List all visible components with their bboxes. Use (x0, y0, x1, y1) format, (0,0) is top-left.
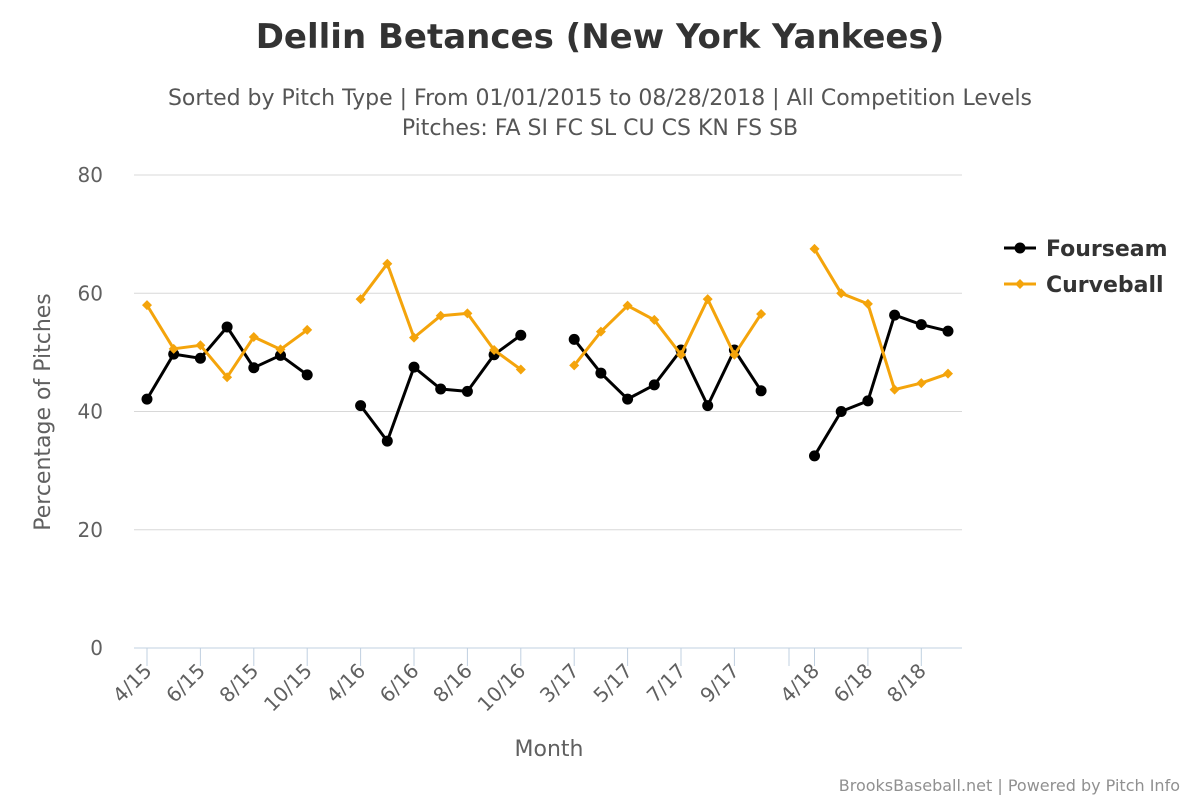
credits[interactable]: BrooksBaseball.net | Powered by Pitch In… (839, 776, 1180, 795)
data-point-fourseam[interactable] (435, 383, 447, 395)
data-point-fourseam[interactable] (355, 400, 367, 412)
data-point-curveball[interactable] (622, 300, 633, 311)
data-point-curveball[interactable] (409, 332, 419, 343)
data-point-fourseam[interactable] (168, 348, 180, 360)
series-layer (141, 243, 954, 462)
data-point-fourseam[interactable] (862, 395, 874, 407)
series-curveball (142, 243, 953, 395)
legend-fourseam-marker (1014, 242, 1026, 254)
x-tick-label: 7/17 (642, 659, 691, 708)
data-point-fourseam[interactable] (141, 393, 153, 405)
x-tick-label: 6/18 (829, 659, 878, 708)
data-point-curveball[interactable] (142, 300, 152, 311)
y-axis-title: Percentage of Pitches (31, 293, 56, 531)
x-tick-label: 8/16 (428, 659, 477, 708)
x-tick-label: 8/15 (215, 659, 264, 708)
data-point-fourseam[interactable] (568, 333, 580, 345)
legend-item-fourseam[interactable]: Fourseam (1004, 237, 1168, 262)
data-point-fourseam[interactable] (915, 319, 927, 331)
data-point-fourseam[interactable] (889, 309, 901, 321)
data-point-fourseam[interactable] (221, 321, 233, 333)
data-point-fourseam[interactable] (461, 385, 473, 397)
y-axis-ticks: 0 20 40 60 80 (78, 163, 103, 660)
data-point-curveball[interactable] (168, 343, 179, 354)
data-point-curveball[interactable] (195, 340, 206, 351)
data-point-curveball[interactable] (809, 243, 820, 254)
data-point-curveball[interactable] (515, 364, 526, 375)
data-point-curveball[interactable] (355, 294, 366, 305)
data-point-fourseam[interactable] (809, 450, 820, 462)
y-tick-label: 80 (78, 163, 103, 187)
data-point-curveball[interactable] (489, 345, 500, 356)
series-line-fourseam (573, 338, 763, 408)
x-tick-label: 4/18 (775, 659, 824, 708)
data-point-fourseam[interactable] (248, 362, 260, 374)
chart-title: Dellin Betances (New York Yankees) (256, 17, 945, 57)
data-point-curveball[interactable] (569, 360, 580, 371)
data-point-curveball[interactable] (836, 288, 847, 299)
data-point-curveball[interactable] (756, 308, 767, 319)
x-tick-label: 8/18 (882, 659, 931, 708)
x-tick-label: 5/17 (588, 659, 637, 708)
data-point-curveball[interactable] (702, 294, 713, 305)
data-point-curveball[interactable] (729, 349, 740, 360)
data-point-curveball[interactable] (649, 314, 660, 325)
series-line-curveball (813, 248, 949, 392)
series-fourseam (141, 309, 954, 462)
x-tick-label: 10/16 (473, 659, 531, 717)
gridlines (134, 174, 962, 649)
data-point-curveball[interactable] (862, 298, 873, 309)
series-line-curveball (145, 304, 309, 379)
legend-item-curveball[interactable]: Curveball (1004, 273, 1164, 298)
data-point-curveball[interactable] (382, 258, 393, 269)
data-point-curveball[interactable] (462, 308, 473, 319)
y-tick-label: 20 (78, 518, 103, 542)
data-point-curveball[interactable] (595, 326, 606, 337)
data-point-curveball[interactable] (889, 384, 900, 395)
x-tick-label: 9/17 (695, 659, 744, 708)
x-tick-label: 10/15 (259, 659, 317, 717)
x-tick-label: 3/17 (535, 659, 584, 708)
x-tick-label: 4/16 (321, 659, 370, 708)
data-point-fourseam[interactable] (702, 400, 714, 412)
data-point-fourseam[interactable] (942, 325, 954, 337)
data-point-curveball[interactable] (676, 349, 686, 360)
chart-subtitle-line1: Sorted by Pitch Type | From 01/01/2015 t… (168, 86, 1032, 111)
data-point-fourseam[interactable] (381, 435, 393, 447)
data-point-fourseam[interactable] (648, 379, 660, 391)
x-axis-title: Month (515, 737, 584, 762)
legend-fourseam-label: Fourseam (1046, 237, 1168, 262)
legend-curveball-marker (1015, 279, 1025, 289)
y-tick-label: 40 (78, 400, 103, 424)
data-point-fourseam[interactable] (835, 406, 847, 417)
data-point-curveball[interactable] (916, 378, 927, 389)
data-point-fourseam[interactable] (194, 352, 206, 364)
data-point-fourseam[interactable] (301, 369, 313, 381)
data-point-fourseam[interactable] (515, 329, 527, 341)
y-tick-label: 60 (78, 281, 103, 305)
data-point-fourseam[interactable] (755, 385, 767, 397)
data-point-curveball[interactable] (248, 332, 259, 343)
data-point-curveball[interactable] (275, 344, 286, 355)
legend-curveball-label: Curveball (1046, 273, 1164, 298)
data-point-curveball[interactable] (222, 372, 233, 383)
y-tick-label: 0 (90, 636, 103, 660)
x-tick-label: 4/15 (108, 659, 157, 708)
series-line-fourseam (145, 325, 309, 400)
series-line-fourseam (813, 313, 949, 457)
data-point-fourseam[interactable] (595, 367, 607, 379)
data-point-fourseam[interactable] (408, 361, 420, 373)
data-point-curveball[interactable] (435, 310, 446, 321)
x-tick-label: 6/15 (161, 659, 210, 708)
data-point-fourseam[interactable] (622, 393, 634, 405)
legend[interactable]: Fourseam Curveball (1004, 237, 1168, 298)
x-tick-label: 6/16 (375, 659, 424, 708)
series-line-curveball (573, 297, 763, 367)
data-point-fourseam[interactable] (275, 349, 286, 361)
data-point-curveball[interactable] (302, 324, 313, 335)
data-point-curveball[interactable] (943, 368, 953, 379)
chart-subtitle-line2: Pitches: FA SI FC SL CU CS KN FS SB (402, 116, 798, 141)
